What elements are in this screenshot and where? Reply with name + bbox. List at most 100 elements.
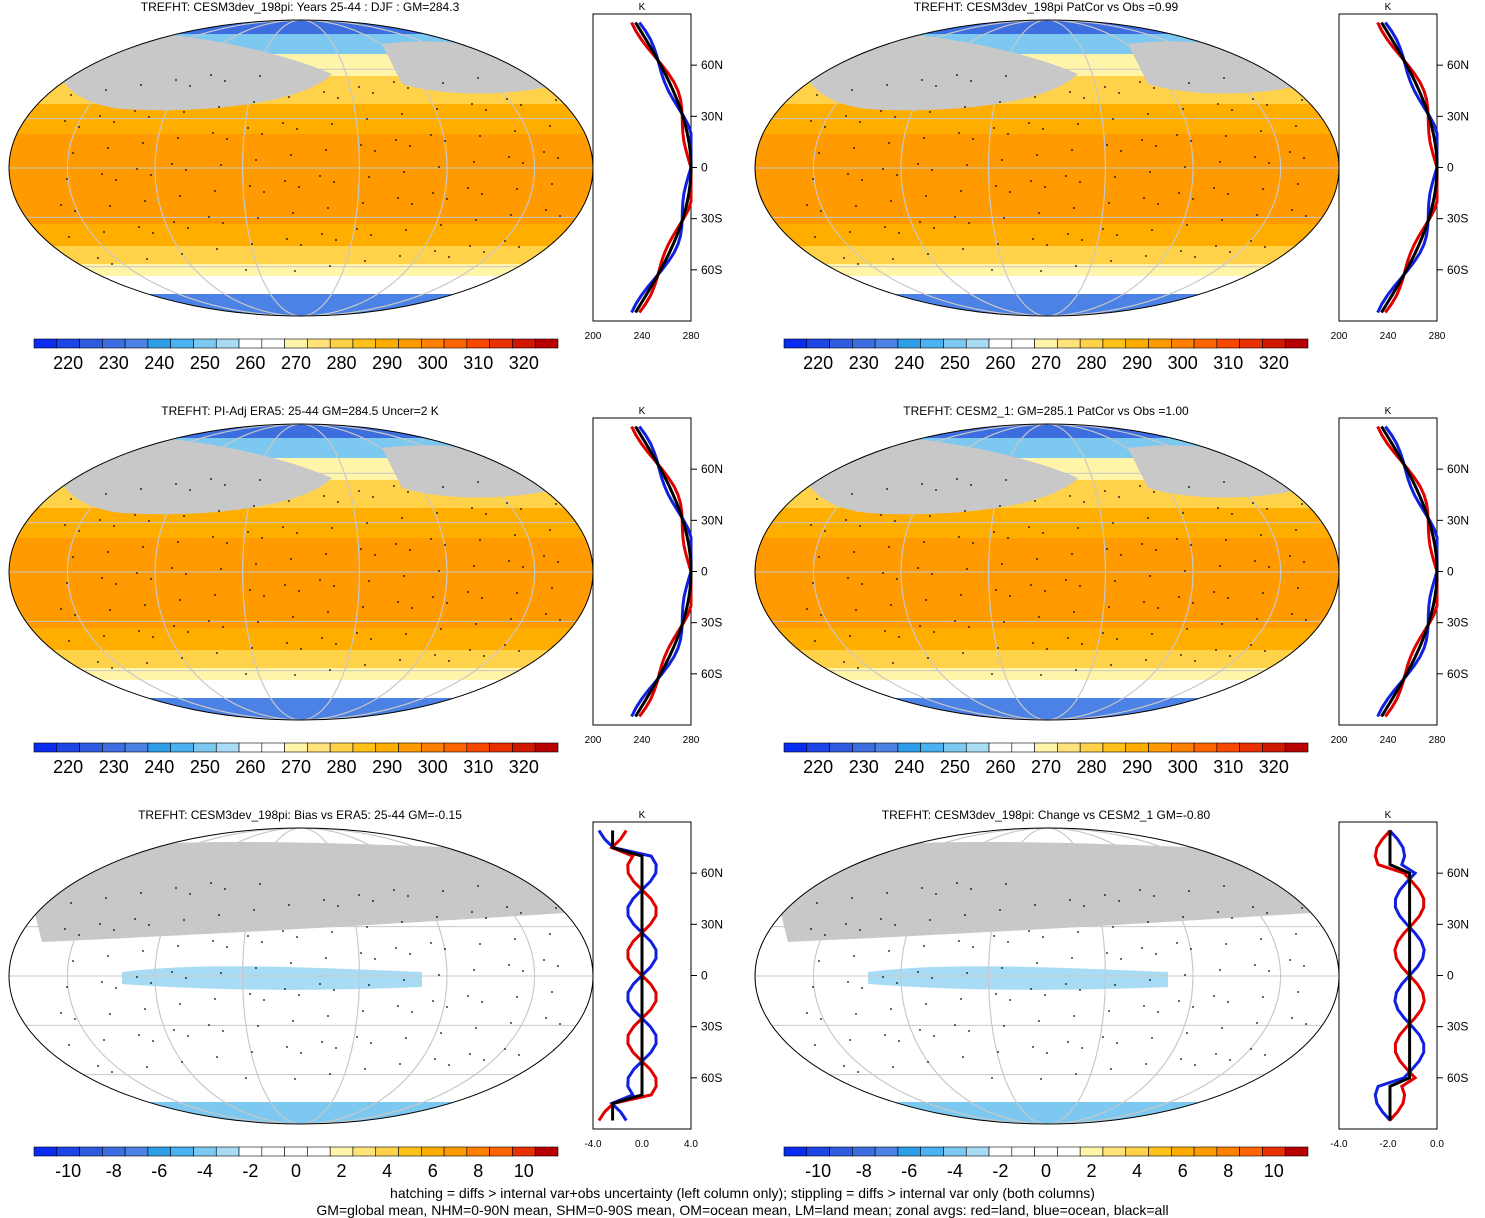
zonal-lat-label: 60N [1447,866,1469,880]
colorbar-swatch [512,742,536,753]
colorbar-swatch [1262,1146,1286,1157]
colorbar-tick-label: 300 [1168,757,1198,777]
zonal-unit-label: K [1385,406,1392,417]
colorbar-tick-label: 6 [1178,1161,1188,1181]
colorbar-swatch [398,1146,422,1157]
colorbar-tick-label: 320 [509,353,539,373]
colorbar-swatch [284,742,308,753]
colorbar-tick-label: 320 [1259,757,1289,777]
colorbar-tick-label: 290 [372,353,402,373]
colorbar-tick-label: 8 [1223,1161,1233,1181]
colorbar-swatch [307,338,331,349]
colorbar-tick-label: 220 [53,757,83,777]
colorbar-swatch [1193,742,1218,753]
colorbar-swatch [943,1146,967,1157]
zonal-frame [592,13,692,322]
zonal-plot-6: K 60N 30N 0 30S 60S -4.0 -2.0 0.0 [1330,810,1469,1150]
colorbar-tick-label: 10 [1264,1161,1284,1181]
colorbar-swatch [215,338,240,349]
zonal-unit-label: K [1385,2,1392,13]
colorbar-tick-label: 10 [514,1161,534,1181]
colorbar-swatch [102,742,126,753]
zonal-lat-label: 0 [1447,161,1454,175]
zonal-x-label: 4.0 [684,1139,698,1150]
colorbar-swatch [1125,742,1149,753]
colorbar-swatch [1262,742,1286,753]
zonal-lat-label: 60S [1447,1071,1468,1085]
colorbar-swatch [79,1146,103,1157]
colorbar-swatch [33,1146,58,1157]
colorbar-tick-label: 280 [1077,353,1107,373]
colorbar-tick-label: 310 [463,353,493,373]
colorbar-swatch [238,1146,263,1157]
colorbar-swatch [375,1146,399,1157]
zonal-lat-label: 30N [701,917,723,931]
zonal-lat-label: 60N [701,462,723,476]
colorbar-swatch [806,338,830,349]
colorbar-2: 220 230 240 250 260 270 280 290 300 310 320 [783,338,1309,373]
zonal-x-label: 240 [634,331,651,342]
colorbar-swatch [1148,1146,1172,1157]
colorbar-tick-label: -8 [856,1161,872,1181]
colorbar-swatch [238,338,263,349]
zonal-plot-4: K 60N 30N 0 30S 60S 200 240 280 [1331,406,1469,746]
colorbar-swatch [261,338,285,349]
colorbar-tick-label: 230 [99,757,129,777]
colorbar-swatch [874,338,899,349]
panel-title-1: TREFHT: CESM3dev_198pi: Years 25-44 : DJ… [140,0,460,14]
zonal-lat-label: 60S [1447,263,1468,277]
colorbar-tick-label: -10 [55,1161,81,1181]
panel-title-6: TREFHT: CESM3dev_198pi: Change vs CESM2_… [881,808,1211,822]
colorbar-swatch [147,1146,171,1157]
map-2 [754,19,1340,317]
colorbar-swatch [352,338,377,349]
colorbar-swatch [943,338,967,349]
colorbar-tick-label: 6 [428,1161,438,1181]
zonal-x-label: 240 [1380,735,1397,746]
colorbar-swatch [307,1146,331,1157]
zonal-lat-label: 60N [701,866,723,880]
zonal-all-line [1380,425,1439,718]
colorbar-swatch [1284,1146,1309,1157]
colorbar-tick-label: 320 [1259,353,1289,373]
colorbar-swatch [1057,1146,1081,1157]
colorbar-3: 220 230 240 250 260 270 280 290 300 310 320 [33,742,559,777]
colorbar-swatch [1011,1146,1035,1157]
colorbar-swatch [943,742,967,753]
colorbar-tick-label: 250 [940,757,970,777]
colorbar-swatch [1102,338,1127,349]
zonal-lat-label: 60S [701,1071,722,1085]
colorbar-tick-label: 300 [1168,353,1198,373]
colorbar-swatch [1239,338,1263,349]
zonal-ocean-line [1373,829,1426,1122]
colorbar-swatch [874,1146,899,1157]
colorbar-swatch [920,1146,944,1157]
zonal-x-label: 280 [1429,735,1446,746]
colorbar-swatch [1102,1146,1127,1157]
colorbar-swatch [874,742,899,753]
zonal-lat-label: 30S [1447,616,1468,630]
zonal-lat-label: 60N [701,58,723,72]
panel-title-5: TREFHT: CESM3dev_198pi: Bias vs ERA5: 25… [138,808,462,822]
colorbar-swatch [1057,338,1081,349]
colorbar-swatch [1079,338,1104,349]
zonal-x-label: 240 [1380,331,1397,342]
colorbar-swatch [147,742,171,753]
colorbar-swatch [215,742,240,753]
zonal-lat-label: 60S [701,263,722,277]
colorbar-1: 220 230 240 250 260 270 280 290 300 310 320 [33,338,559,373]
colorbar-tick-label: 0 [291,1161,301,1181]
colorbar-swatch [1284,742,1309,753]
zonal-x-label: 200 [585,735,602,746]
anomaly-band [122,966,422,990]
colorbar-swatch [329,338,354,349]
zonal-lat-label: 60N [1447,462,1469,476]
map-5 [8,827,594,1125]
colorbar-swatch [1011,338,1035,349]
colorbar-tick-label: 280 [327,757,357,777]
colorbar-swatch [33,742,58,753]
colorbar-tick-label: 300 [418,757,448,777]
colorbar-swatch [170,742,194,753]
zonal-plot-5: K 60N 30N 0 30S 60S -4.0 0.0 4.0 [584,810,723,1150]
zonal-lat-label: 30S [701,212,722,226]
